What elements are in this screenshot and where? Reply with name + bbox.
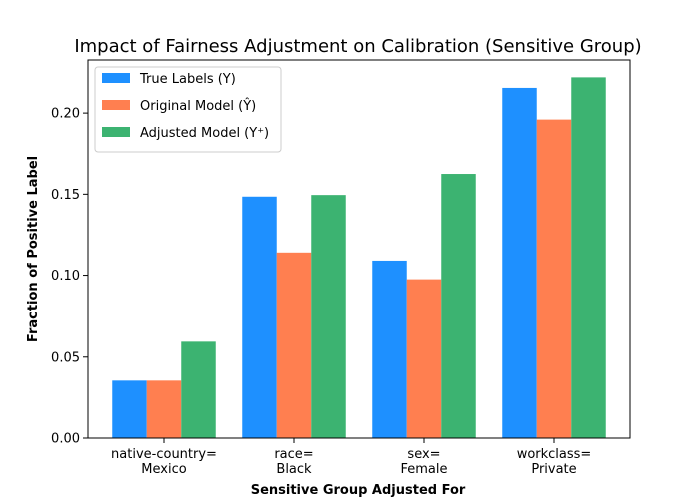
bar-series2-category0 [181,341,216,438]
x-axis-label: Sensitive Group Adjusted For [251,483,466,498]
y-tick-label: 0.10 [51,269,80,284]
bar-series0-category0 [112,380,147,438]
legend-swatch-2 [102,127,130,137]
legend: True Labels (Y) Original Model (Ŷ) Adjuste… [94,66,282,153]
legend-frame [94,66,282,153]
y-tick-label: 0.00 [51,432,80,447]
x-tick-label: sex= [407,447,440,462]
bar-series2-category2 [441,174,476,439]
x-tick-label: race= [274,447,313,462]
y-tick-label: 0.20 [51,107,80,122]
x-tick-label: Black [276,462,312,477]
x-tick-label: Mexico [141,462,186,477]
bar-series1-category0 [146,380,182,438]
plot-frame [87,59,631,439]
legend-swatch-1 [102,100,130,110]
x-tick-label: Female [400,462,447,477]
chart-title: Impact of Fairness Adjustment on Calibra… [74,36,641,57]
y-tick-label: 0.15 [51,188,80,203]
bar-series1-category2 [406,279,442,438]
x-tick-label: workclass= [517,447,592,462]
bar-series0-category3 [502,87,537,439]
x-tick-label: native-country= [111,447,217,462]
bar-series0-category2 [372,260,407,438]
legend-swatch-0 [102,73,130,83]
legend-label-1: Original Model (Ŷ) [140,98,256,114]
x-axis: native-country=Mexico race=Black sex=Femal… [111,438,591,477]
x-tick-label: Private [531,462,576,477]
bar-series2-category3 [571,77,606,439]
bar-series0-category1 [242,196,277,438]
bar-series1-category1 [276,252,312,438]
bar-series1-category3 [536,119,572,438]
legend-label-2: Adjusted Model (Y⁺) [140,126,269,141]
y-tick-label: 0.05 [51,350,80,365]
legend-label-0: True Labels (Y) [139,72,236,87]
y-axis-label: Fraction of Positive Label [26,156,41,342]
y-axis: 0.00 0.05 0.10 0.15 0.20 [51,107,88,447]
bar-series2-category1 [311,195,346,438]
bars-group [112,77,606,439]
